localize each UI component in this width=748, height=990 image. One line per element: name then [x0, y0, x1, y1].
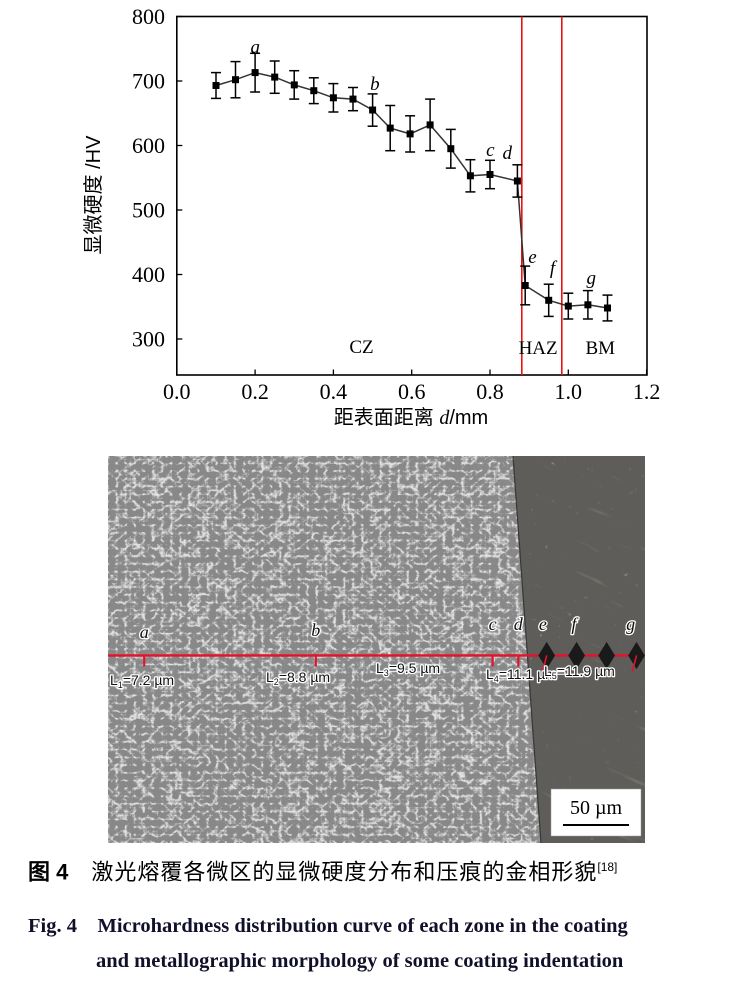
svg-text:距表面距离 d/mm: 距表面距离 d/mm — [334, 406, 488, 429]
svg-text:0.8: 0.8 — [476, 379, 504, 404]
svg-text:显微硬度 /HV: 显微硬度 /HV — [82, 135, 105, 255]
svg-text:400: 400 — [132, 262, 165, 287]
svg-text:0.6: 0.6 — [398, 379, 426, 404]
svg-text:c: c — [488, 614, 496, 634]
svg-text:b: b — [370, 74, 380, 95]
svg-text:CZ: CZ — [349, 337, 373, 358]
svg-text:g: g — [626, 614, 635, 634]
svg-text:a: a — [251, 37, 261, 58]
svg-text:a: a — [139, 622, 148, 642]
svg-text:c: c — [486, 140, 495, 161]
svg-text:0.0: 0.0 — [163, 379, 191, 404]
svg-text:e: e — [538, 614, 546, 634]
svg-text:300: 300 — [132, 327, 165, 352]
svg-text:b: b — [311, 620, 320, 640]
svg-text:BM: BM — [586, 338, 616, 359]
svg-text:50 µm: 50 µm — [569, 797, 622, 819]
svg-text:500: 500 — [132, 198, 165, 223]
svg-text:f: f — [550, 258, 558, 279]
svg-text:g: g — [587, 268, 597, 289]
svg-text:0.2: 0.2 — [241, 379, 269, 404]
svg-text:d: d — [513, 614, 523, 634]
svg-text:0.4: 0.4 — [320, 379, 348, 404]
svg-text:1.0: 1.0 — [555, 379, 583, 404]
svg-text:600: 600 — [132, 133, 165, 158]
svg-text:800: 800 — [132, 4, 165, 29]
svg-text:d: d — [503, 143, 513, 164]
svg-text:e: e — [528, 247, 536, 268]
svg-text:HAZ: HAZ — [519, 338, 558, 359]
svg-text:700: 700 — [132, 69, 165, 94]
svg-text:1.2: 1.2 — [633, 379, 661, 404]
